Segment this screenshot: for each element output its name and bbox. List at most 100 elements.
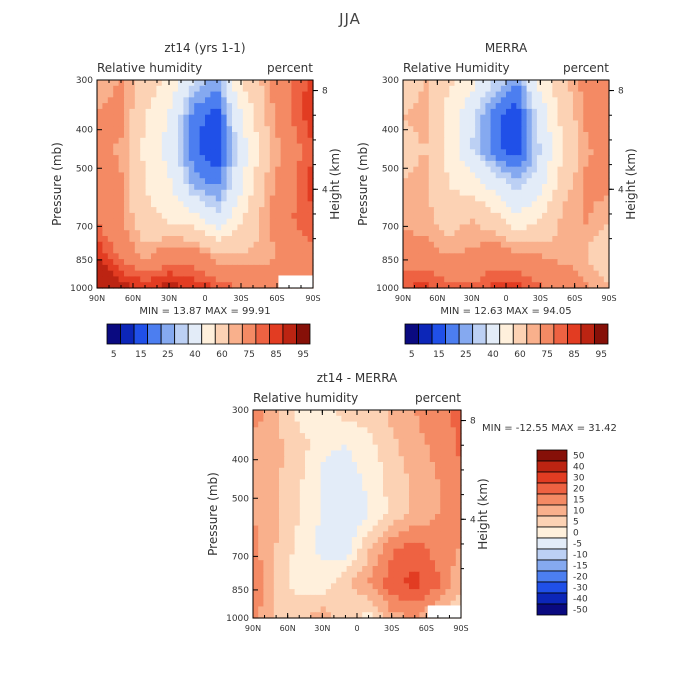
field-cell [475,201,481,208]
field-cell [253,241,260,249]
field-cell [455,514,462,521]
field-cell [299,583,306,590]
field-cell [464,253,471,260]
field-cell [310,566,316,573]
field-cell [583,212,589,220]
field-cell [428,143,435,150]
field-cell [194,241,201,249]
field-cell [113,166,120,174]
field-cell [423,264,430,272]
field-cell [299,485,306,492]
field-cell [248,253,255,260]
field-cell [134,270,141,278]
field-cell [113,80,120,87]
field-cell [552,97,559,104]
field-cell [506,201,512,208]
field-cell [263,490,270,498]
field-cell [433,166,440,174]
field-cell [567,201,574,208]
field-cell [286,207,292,214]
field-cell [296,195,303,202]
field-cell [449,247,456,254]
field-cell [248,114,255,122]
field-cell [325,421,332,428]
field-cell [464,178,471,185]
field-cell [444,195,450,202]
field-cell [145,218,152,226]
field-cell [490,137,497,145]
y-tick-label: 700 [382,222,399,232]
field-cell [403,462,410,469]
field-cell [215,178,222,185]
field-cell [269,207,276,214]
field-cell [134,132,141,139]
field-cell [357,577,363,584]
field-cell [259,259,265,266]
field-cell [205,270,211,278]
field-cell [418,259,425,266]
field-cell [424,606,431,613]
field-cell [178,160,184,168]
field-cell [102,120,109,127]
field-cell [97,103,103,110]
field-cell [485,230,492,237]
field-cell [129,230,136,237]
field-cell [205,126,211,133]
field-cell [388,473,394,480]
field-cell [102,282,109,289]
field-cell [215,166,222,174]
field-cell [531,91,538,98]
field-cell [547,108,553,116]
field-cell [294,456,301,463]
field-cell [294,560,301,567]
field-cell [172,149,179,156]
field-cell [578,184,584,191]
field-cell [531,120,538,127]
field-cell [588,230,595,237]
field-cell [140,137,147,145]
field-cell [210,184,217,191]
units-label: percent [415,391,461,405]
field-cell [372,612,379,619]
field-cell [578,160,584,168]
field-cell [521,184,528,191]
field-cell [409,490,415,498]
field-cell [475,178,481,185]
field-cell [242,270,249,278]
field-cell [151,80,157,87]
field-cell [336,560,342,567]
field-cell [140,259,147,266]
field-cell [521,114,528,122]
field-cell [419,462,426,469]
field-cell [269,155,276,162]
field-cell [289,410,296,417]
field-cell [603,103,610,110]
field-cell [194,97,201,104]
x-tick-label: 60N [125,294,141,303]
field-cell [280,103,287,110]
field-cell [107,201,114,208]
field-cell [183,108,190,116]
field-cell [372,542,379,550]
field-cell [315,589,322,596]
field-cell [205,276,211,283]
field-cell [341,433,348,440]
field-cell [289,467,296,475]
field-cell [167,80,174,87]
field-cell [183,218,190,226]
field-cell [433,184,440,191]
field-cell [341,508,348,515]
field-cell [284,467,290,475]
field-cell [433,201,440,208]
field-cell [210,166,217,174]
field-cell [490,114,497,122]
field-cell [325,531,332,538]
field-cell [578,120,584,127]
field-cell [511,201,517,208]
field-cell [302,230,309,237]
field-cell [291,132,298,139]
field-cell [480,259,486,266]
field-cell [557,270,564,278]
field-cell [403,496,410,504]
